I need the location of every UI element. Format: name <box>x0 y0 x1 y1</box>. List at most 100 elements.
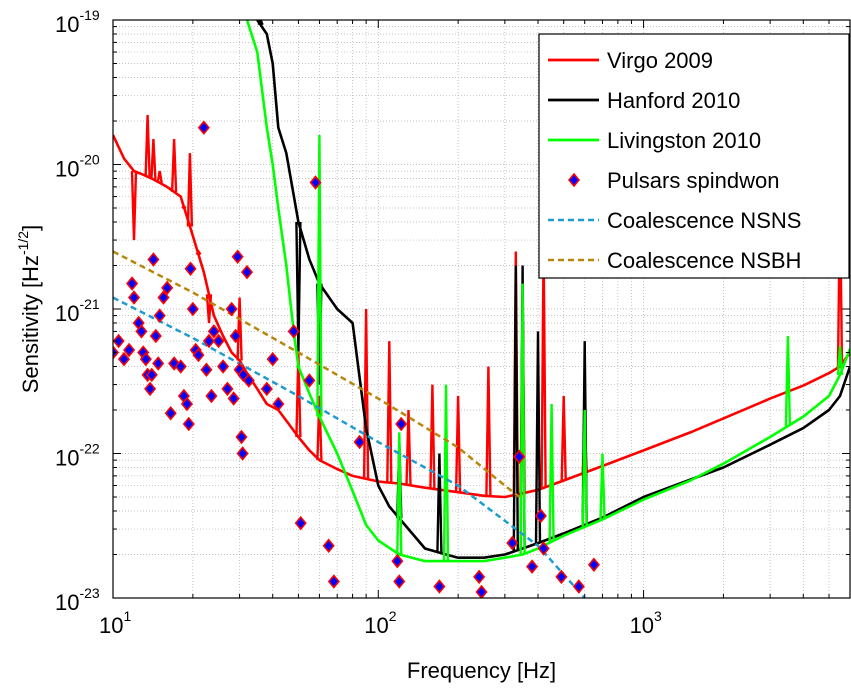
plot-area <box>113 20 850 598</box>
pulsar-point <box>212 333 225 349</box>
pulsar-point <box>186 301 199 317</box>
series-line-livingston-2010 <box>245 20 850 563</box>
pulsar-point <box>144 381 157 397</box>
series-peak-virgo-2009 <box>130 171 138 241</box>
pulsar-point <box>221 381 234 397</box>
pulsar-point <box>287 324 300 339</box>
pulsar-point <box>227 391 240 406</box>
series-peak-hanford-2010 <box>436 453 443 553</box>
pulsar-point <box>303 373 316 388</box>
pulsar-point <box>513 449 526 464</box>
series-peak-livingston-2010 <box>442 384 450 562</box>
pulsar-point <box>192 347 205 363</box>
pulsar-point <box>235 429 248 445</box>
pulsar-point <box>327 574 340 589</box>
x-axis-label: Frequency [Hz] <box>407 658 556 683</box>
axis-labels: Frequency [Hz] Sensitivity [Hz-1/2] <box>15 225 556 683</box>
y-tick-label: 10-19 <box>55 7 100 37</box>
pulsar-point <box>231 249 244 264</box>
series-peak-virgo-2009 <box>316 395 323 461</box>
y-tick-label: 10-20 <box>55 152 100 182</box>
pulsar-point <box>157 290 170 305</box>
series-peak-livingston-2010 <box>396 432 403 555</box>
legend-box <box>538 33 850 279</box>
series-peak-virgo-2009 <box>186 153 194 227</box>
pulsar-point <box>225 301 238 317</box>
pulsar-point <box>207 324 220 339</box>
pulsar-point <box>587 557 600 572</box>
series-peak-livingston-2010 <box>784 335 792 427</box>
legend-swatch-pulsars-spindwon <box>567 172 581 188</box>
series-peak-hanford-2010 <box>257 20 264 26</box>
series-line-coalescence-nsns <box>113 296 586 598</box>
y-tick-label: 10-22 <box>55 441 100 471</box>
pulsar-point <box>126 276 139 291</box>
x-tick-label: 102 <box>364 608 396 638</box>
pulsar-point <box>534 508 547 524</box>
pulsar-point <box>139 351 152 367</box>
series-peak-virgo-2009 <box>205 294 213 324</box>
pulsar-point <box>473 569 486 585</box>
pulsar-point <box>113 333 125 349</box>
pulsar-point <box>526 559 539 574</box>
series-peak-virgo-2009 <box>150 139 157 180</box>
pulsar-point <box>153 308 166 323</box>
pulsar-point <box>217 359 230 374</box>
legend-label-livingston-2010: Livingston 2010 <box>607 128 761 153</box>
pulsar-point <box>123 342 136 358</box>
series-group <box>113 20 850 598</box>
pulsar-point <box>147 252 160 267</box>
series-line-coalescence-nsbh <box>113 250 524 501</box>
pulsar-point <box>260 381 273 397</box>
pulsar-point <box>353 434 366 450</box>
pulsar-point <box>537 541 550 556</box>
series-peak-livingston-2010 <box>836 346 844 375</box>
series-peak-virgo-2009 <box>170 139 178 192</box>
pulsar-point <box>433 579 446 594</box>
pulsar-point <box>145 367 158 383</box>
pulsar-point <box>391 553 404 569</box>
pulsar-point <box>200 362 213 377</box>
series-peak-virgo-2009 <box>454 395 462 493</box>
pulsar-point <box>506 535 519 551</box>
pulsar-point <box>309 175 322 190</box>
series-peak-virgo-2009 <box>181 205 187 210</box>
pulsar-point <box>161 280 174 296</box>
series-peak-virgo-2009 <box>485 366 492 497</box>
legend-label-coalescence-nsbh: Coalescence NSBH <box>607 248 801 273</box>
pulsar-point <box>202 333 216 349</box>
pulsar-point <box>152 356 165 371</box>
pulsar-point <box>117 351 131 367</box>
pulsar-point <box>164 405 177 421</box>
y-tick-label: 10-23 <box>55 585 100 615</box>
legend-label-hanford-2010: Hanford 2010 <box>607 88 740 113</box>
pulsar-point <box>197 120 210 135</box>
series-peak-virgo-2009 <box>386 341 393 483</box>
pulsar-point <box>135 324 148 339</box>
pulsar-point <box>205 388 218 404</box>
pulsar-point <box>555 569 568 585</box>
series-peak-virgo-2009 <box>156 170 163 184</box>
series-peak-livingston-2010 <box>581 409 588 527</box>
pulsar-point <box>174 359 187 374</box>
series-peak-hanford-2010 <box>534 331 542 544</box>
pulsar-point <box>229 328 242 344</box>
pulsar-point <box>182 416 195 432</box>
y-tick-label: 10-21 <box>55 296 100 326</box>
pulsar-point <box>322 538 335 553</box>
y-axis-label: Sensitivity [Hz-1/2] <box>15 225 43 393</box>
pulsar-point <box>240 264 254 280</box>
x-tick-label: 103 <box>630 608 662 638</box>
pulsar-point <box>149 328 162 344</box>
series-peak-virgo-2009 <box>429 384 436 489</box>
pulsar-point <box>236 446 249 461</box>
legend-label-pulsars-spindwon: Pulsars spindwon <box>607 168 779 193</box>
series-line-hanford-2010 <box>256 20 850 559</box>
pulsar-point <box>242 373 255 388</box>
x-tick-label: 101 <box>99 608 131 638</box>
series-peak-livingston-2010 <box>599 453 606 520</box>
legend: Virgo 2009 Hanford 2010 Livingston 2010 Pul… <box>538 33 850 279</box>
legend-label-virgo-2009: Virgo 2009 <box>607 48 713 73</box>
series-peak-virgo-2009 <box>560 395 567 481</box>
